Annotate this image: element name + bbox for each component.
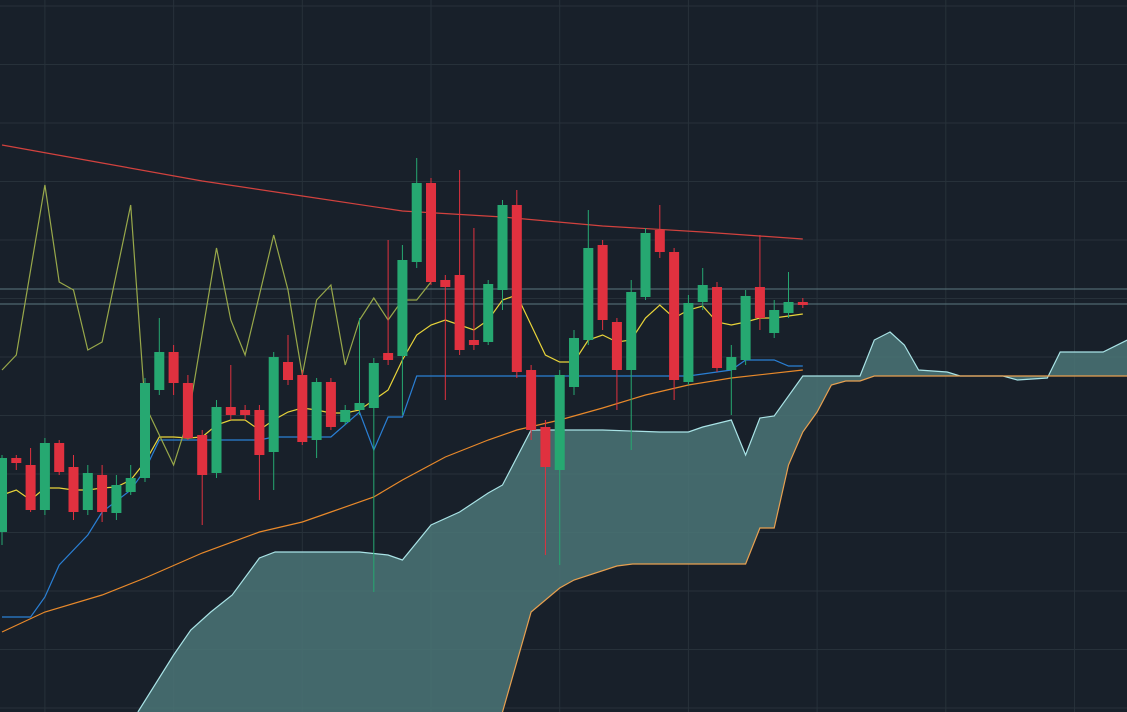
candle-body [683,303,694,382]
candle-body [225,407,236,415]
candle-body [39,443,50,510]
indicator-line [501,375,1127,712]
candle-body [526,370,537,430]
candle-body [497,205,508,290]
candle-body [511,205,522,372]
candle-body [597,245,608,320]
candle-body [11,458,22,463]
candle-body [68,467,79,512]
candle-body [168,352,179,383]
candle-body [311,382,322,440]
candle-body [540,427,551,467]
candle-body [583,248,594,340]
candle-body [383,353,394,360]
candle-body [325,382,336,427]
candle-body [468,340,479,345]
candle-body [454,275,465,350]
candle-body [354,403,365,410]
candle-body [54,443,65,472]
candle-body [82,473,93,510]
candle-body [626,292,637,370]
candle-body [211,407,222,473]
candle-body [483,284,494,342]
candle-body [611,322,622,370]
candle-body [397,260,408,356]
candle-body [740,296,751,360]
candle-body [554,375,565,470]
candle-body [426,183,437,282]
candle-body [197,435,208,475]
candle-body [240,410,251,415]
candle-body [411,183,422,262]
candle-body [139,383,151,478]
indicator-line [1,369,803,633]
candle-body [125,478,136,492]
candle-body [654,230,665,252]
candle-body [111,485,122,513]
cloud-fill [137,332,1127,712]
candle-body [0,458,8,532]
indicator-line [1,184,432,467]
candle-body [283,362,294,380]
candle-body [154,352,165,390]
candle-body [754,287,765,318]
candle-body [25,465,36,510]
candle-body [368,363,379,408]
candle-body [783,302,794,313]
candle-body [712,287,723,368]
candle-body [268,357,279,452]
candle-body [254,410,265,455]
candle-body [569,338,580,387]
indicator-line [137,331,1127,712]
candle-body [797,302,808,305]
candle-body [340,410,351,422]
candle-body [97,475,108,512]
candle-body [440,280,451,287]
candle-body [697,285,708,302]
indicator-line [1,144,803,240]
candle-body [769,310,780,333]
candle-body [726,357,737,370]
candle-body [640,233,651,297]
candle-body [297,375,308,442]
candle-body [182,383,193,438]
candle-body [669,252,680,380]
